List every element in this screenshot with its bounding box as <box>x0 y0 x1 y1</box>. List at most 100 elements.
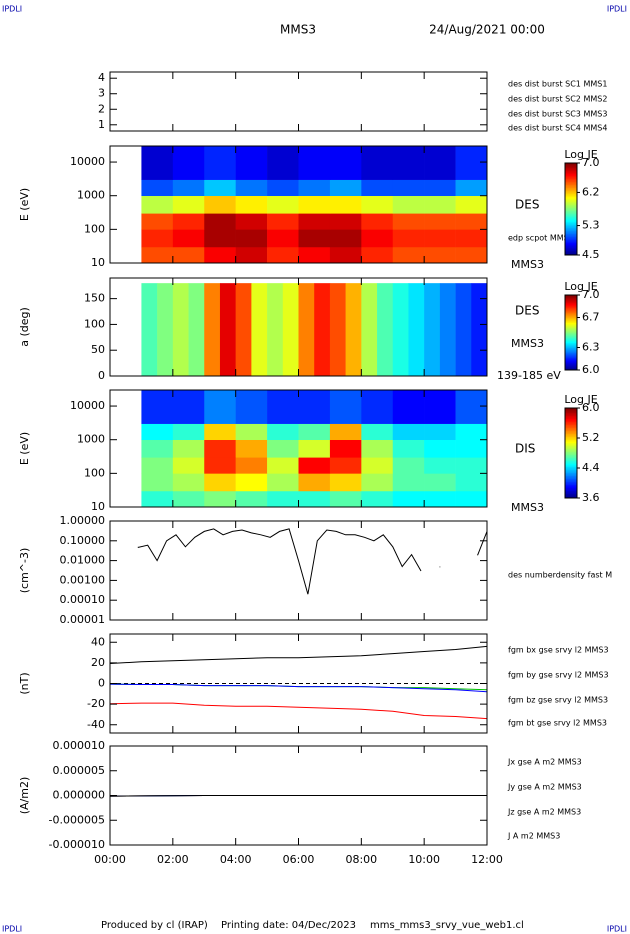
colorbar-segment <box>565 236 577 239</box>
panel: fgm bx gse srvy l2 MMS3 fgm by gse srvy l… <box>18 633 609 734</box>
y-tick-label: 100 <box>84 466 105 479</box>
cell <box>455 213 487 230</box>
colorbar-segment <box>565 199 577 202</box>
cell <box>424 229 456 248</box>
colorbar-segment <box>565 411 577 413</box>
colorbar-segment <box>565 238 577 241</box>
cell <box>298 229 331 248</box>
colorbar-segment <box>565 415 577 418</box>
y-tick-label: 2 <box>98 102 105 115</box>
panel: 10 100 1000 10000 E (eV) DES edp scpot MMS3 MMS… <box>18 145 600 271</box>
colorbar-segment <box>565 337 577 340</box>
colorbar-segment <box>565 210 577 213</box>
cell <box>204 390 236 424</box>
colorbar-segment <box>565 472 577 475</box>
colorbar-segment <box>565 475 577 478</box>
colorbar-segment <box>565 193 577 196</box>
cell <box>392 246 425 263</box>
colorbar-segment <box>565 471 577 473</box>
cell <box>298 490 331 507</box>
colorbar-segment <box>565 308 577 311</box>
y-tick-label: 1000 <box>77 433 105 446</box>
cell <box>235 490 268 507</box>
colorbar-segment <box>565 426 577 428</box>
y-tick-label: 10000 <box>70 155 105 168</box>
colorbar-tick-label: 6.0 <box>582 363 600 376</box>
cell <box>298 473 331 492</box>
x-tick-label: 06:00 <box>283 853 315 866</box>
colorbar-segment <box>565 477 577 479</box>
series-line <box>110 645 487 665</box>
y-tick-label: 0.00001 <box>60 613 106 626</box>
colorbar-segment <box>565 253 577 256</box>
cell <box>361 390 394 424</box>
cell <box>392 179 425 197</box>
colorbar-segment <box>565 310 577 312</box>
cell <box>392 213 425 230</box>
cell <box>329 283 346 376</box>
y-tick-label: 10 <box>91 500 105 513</box>
y-tick-label: 4 <box>98 71 105 84</box>
cell <box>141 457 174 474</box>
date: 24/Aug/2021 00:00 <box>429 23 545 37</box>
colorbar-segment <box>565 360 577 362</box>
cell <box>455 246 487 263</box>
colorbar-segment <box>565 362 577 365</box>
colorbar-segment <box>565 432 577 434</box>
cell <box>424 283 441 376</box>
colorbar-segment <box>565 367 577 370</box>
colorbar-segment <box>565 248 577 251</box>
colorbar-segment <box>565 192 577 195</box>
colorbar-segment <box>565 326 577 328</box>
series-line <box>137 528 487 595</box>
legend-label: fgm bt gse srvy l2 MMS3 <box>508 719 607 728</box>
colorbar-segment <box>565 300 577 302</box>
cell <box>455 179 487 197</box>
legend-label: des dist burst SC4 MMS4 <box>508 124 607 133</box>
colorbar-segment <box>565 430 577 433</box>
colorbar-segment <box>565 348 577 351</box>
footer-file: mms_mms3_srvy_vue_web1.cl <box>370 920 524 931</box>
colorbar-segment <box>565 228 577 231</box>
colorbar-segment <box>565 318 577 321</box>
cell <box>204 490 236 507</box>
colorbar-segment <box>565 361 577 363</box>
colorbar-segment <box>565 315 577 317</box>
panel: des dist burst SC1 MMS1 des dist burst SC… <box>98 71 607 132</box>
colorbar-segment <box>565 202 577 205</box>
colorbar-frame <box>564 407 578 499</box>
colorbar-segment <box>565 305 577 307</box>
y-tick-label: 0 <box>98 677 105 690</box>
cell <box>424 423 456 441</box>
legend-label: J A m2 MMS3 <box>507 832 560 841</box>
cell <box>424 146 456 180</box>
cell <box>172 195 205 214</box>
colorbar-segment <box>565 317 577 320</box>
colorbar-segment <box>565 462 577 464</box>
colorbar-segment <box>565 169 577 172</box>
colorbar-segment <box>565 198 577 201</box>
cell <box>141 213 174 230</box>
cell <box>172 283 189 376</box>
colorbar-segment <box>565 418 577 421</box>
colorbar-segment <box>565 176 577 179</box>
colorbar-segment <box>565 358 577 361</box>
colorbar-segment <box>565 341 577 343</box>
y-tick-label: -40 <box>87 718 105 731</box>
legend-label: fgm bx gse srvy l2 MMS3 <box>508 646 609 655</box>
colorbar-segment <box>565 493 577 496</box>
cell <box>267 490 299 507</box>
cell <box>298 213 331 230</box>
colorbar-segment <box>565 490 577 493</box>
colorbar-segment <box>565 417 577 419</box>
y-tick-label: 100 <box>84 317 105 330</box>
colorbar-segment <box>565 331 577 333</box>
colorbar-segment <box>565 480 577 482</box>
colorbar-tick-label: 5.2 <box>582 431 600 444</box>
cell <box>361 439 394 458</box>
cell <box>235 179 268 197</box>
y-axis-label: (cm^-3) <box>18 548 31 594</box>
colorbar-segment <box>565 481 577 484</box>
panel: 10 100 1000 10000 E (eV) DIS MMS3 Log JE 3.6 4.4 5… <box>18 389 600 514</box>
cell <box>361 473 394 492</box>
